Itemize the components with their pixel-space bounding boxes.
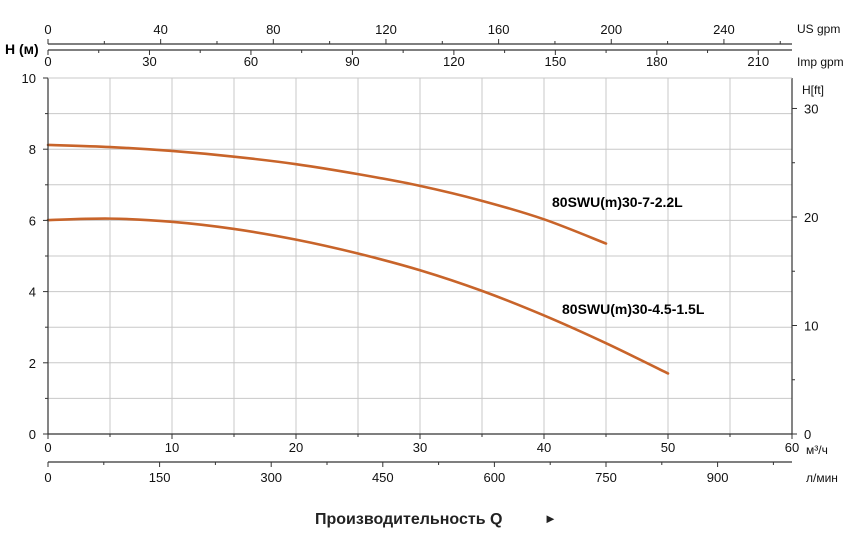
y-tick-label: 8 — [29, 142, 36, 157]
us-gpm-tick-label: 200 — [600, 22, 622, 37]
series-label-1: 80SWU(m)30-7-2.2L — [552, 194, 683, 210]
ft-tick-label: 10 — [804, 318, 818, 333]
x-tick-label: 40 — [537, 440, 551, 455]
imp-gpm-tick-label: 0 — [44, 54, 51, 69]
lmin-tick-label: 300 — [260, 470, 282, 485]
lmin-tick-label: 150 — [149, 470, 171, 485]
x-tick-label: 50 — [661, 440, 675, 455]
imp-gpm-tick-label: 180 — [646, 54, 668, 69]
ft-tick-label: 0 — [804, 427, 811, 442]
us-gpm-tick-label: 160 — [488, 22, 510, 37]
bottom-lmin-axis-label: л/мин — [806, 471, 838, 485]
us-gpm-tick-label: 80 — [266, 22, 280, 37]
curves — [46, 143, 670, 375]
ft-tick-label: 20 — [804, 210, 818, 225]
us-gpm-tick-label: 40 — [153, 22, 167, 37]
us-gpm-tick-label: 0 — [44, 22, 51, 37]
x-tick-label: 20 — [289, 440, 303, 455]
us-gpm-tick-label: 240 — [713, 22, 735, 37]
y-tick-label: 6 — [29, 213, 36, 228]
x-tick-label: 60 — [785, 440, 799, 455]
imp-gpm-tick-label: 150 — [544, 54, 566, 69]
ft-tick-label: 30 — [804, 101, 818, 116]
y-tick-label: 2 — [29, 356, 36, 371]
lmin-tick-label: 450 — [372, 470, 394, 485]
y-tick-label: 10 — [22, 71, 36, 86]
top-imp-axis-label: Imp gpm — [797, 55, 844, 69]
lmin-tick-label: 600 — [484, 470, 506, 485]
imp-gpm-tick-label: 120 — [443, 54, 465, 69]
y-tick-label: 0 — [29, 427, 36, 442]
x-tick-label: 30 — [413, 440, 427, 455]
x-tick-label: 0 — [44, 440, 51, 455]
lmin-tick-label: 0 — [44, 470, 51, 485]
grid — [47, 77, 793, 435]
lmin-tick-label: 750 — [595, 470, 617, 485]
imp-gpm-tick-label: 30 — [142, 54, 156, 69]
lmin-tick-label: 900 — [707, 470, 729, 485]
series-label-2: 80SWU(m)30-4.5-1.5L — [562, 301, 705, 317]
y-axis-label: H (м) — [5, 41, 39, 57]
top-us-axis-label: US gpm — [797, 22, 840, 36]
imp-gpm-tick-label: 210 — [747, 54, 769, 69]
x-unit-label: м³/ч — [806, 443, 828, 457]
series-line-1 — [46, 143, 608, 245]
x-tick-label: 10 — [165, 440, 179, 455]
x-axis-arrow-icon: ► — [544, 511, 557, 526]
axes — [43, 39, 797, 467]
x-axis-title: Производительность Q — [315, 511, 502, 528]
right-axis-label: H[ft] — [802, 83, 824, 97]
imp-gpm-tick-label: 90 — [345, 54, 359, 69]
series-line-2 — [46, 217, 670, 375]
imp-gpm-tick-label: 60 — [244, 54, 258, 69]
us-gpm-tick-label: 120 — [375, 22, 397, 37]
y-tick-label: 4 — [29, 285, 36, 300]
